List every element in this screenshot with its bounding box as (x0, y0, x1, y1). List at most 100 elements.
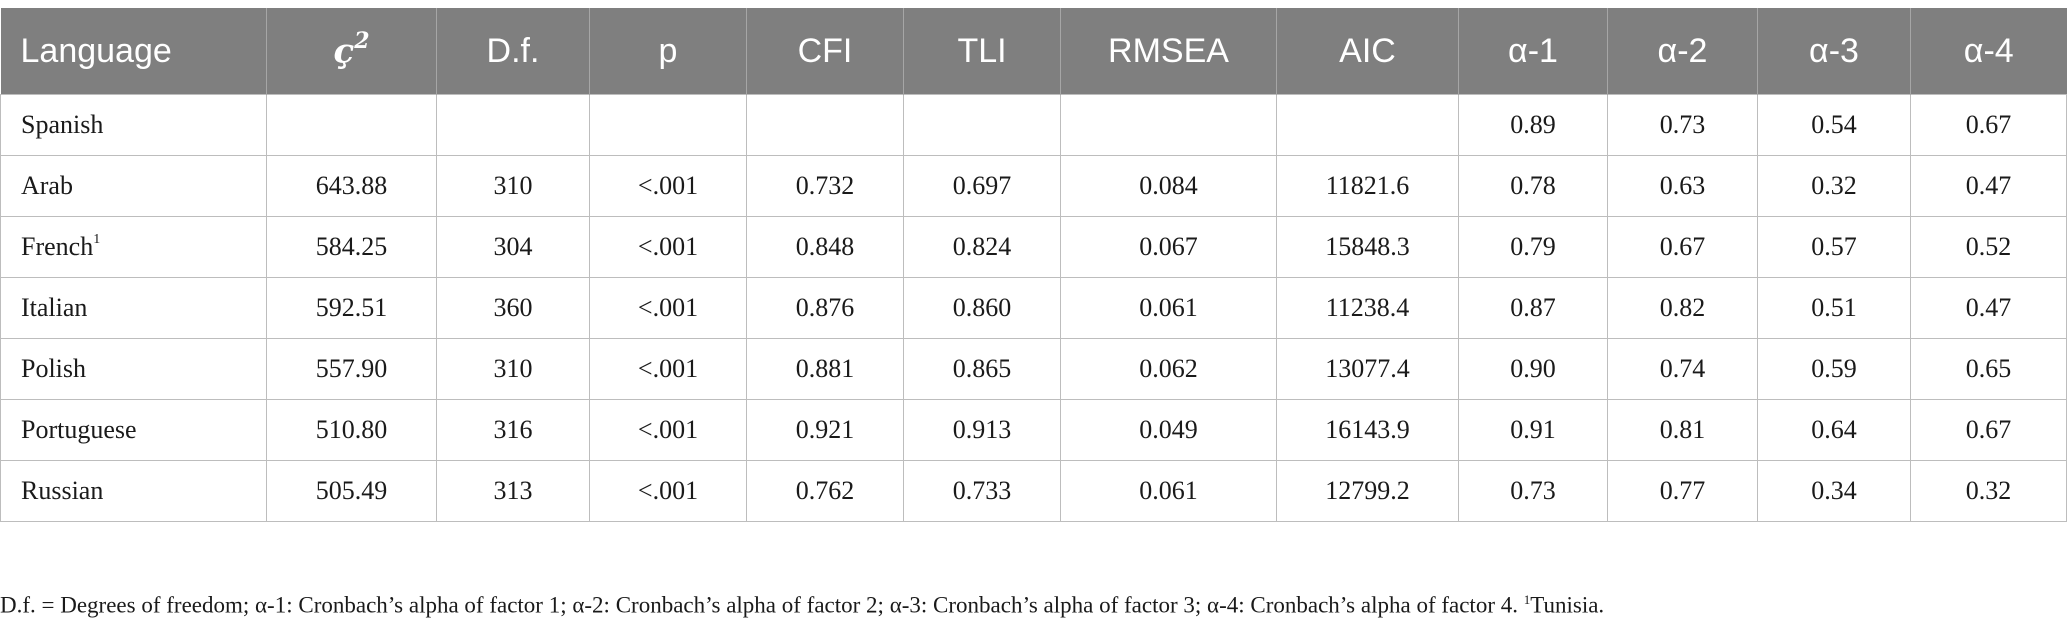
value-cell: 0.865 (903, 338, 1061, 400)
value-cell (1060, 94, 1277, 156)
value-cell: 0.77 (1607, 460, 1758, 522)
table-row: Polish 557.90 310 <.001 0.881 0.865 0.062 13077… (0, 338, 2067, 400)
table-header: Language ç2 D.f. p CFI TLI RMSEA AIC α-1… (0, 8, 2067, 95)
value-cell: 310 (436, 155, 590, 217)
header-alpha-3: α-3 (1757, 8, 1911, 95)
language-cell: Russian (0, 460, 267, 522)
value-cell: 0.65 (1910, 338, 2067, 400)
value-cell: 0.54 (1757, 94, 1911, 156)
results-table-container: Language ç2 D.f. p CFI TLI RMSEA AIC α-1… (0, 8, 2067, 522)
language-name: Spanish (21, 110, 104, 139)
header-df: D.f. (436, 8, 590, 95)
language-name: Italian (21, 293, 88, 322)
value-cell: 313 (436, 460, 590, 522)
value-cell: 592.51 (266, 277, 437, 339)
value-cell: 0.913 (903, 399, 1061, 461)
value-cell: 0.061 (1060, 460, 1277, 522)
value-cell (589, 94, 747, 156)
value-cell (903, 94, 1061, 156)
value-cell: 0.32 (1910, 460, 2067, 522)
value-cell: 510.80 (266, 399, 437, 461)
value-cell: 0.697 (903, 155, 1061, 217)
value-cell: 505.49 (266, 460, 437, 522)
value-cell: 0.82 (1607, 277, 1758, 339)
value-cell: 0.90 (1458, 338, 1608, 400)
value-cell: 0.74 (1607, 338, 1758, 400)
value-cell (266, 94, 437, 156)
language-name: Arab (21, 171, 73, 200)
value-cell: 643.88 (266, 155, 437, 217)
value-cell: 15848.3 (1276, 216, 1459, 278)
value-cell: 0.73 (1458, 460, 1608, 522)
value-cell: 0.67 (1910, 399, 2067, 461)
value-cell: <.001 (589, 338, 747, 400)
table-row: Spanish 0.89 0.73 0.54 0.67 (0, 94, 2067, 156)
table-row: Italian 592.51 360 <.001 0.876 0.860 0.061 1123… (0, 277, 2067, 339)
value-cell: 0.91 (1458, 399, 1608, 461)
header-row: Language ç2 D.f. p CFI TLI RMSEA AIC α-1… (0, 8, 2067, 95)
header-aic: AIC (1276, 8, 1459, 95)
value-cell: 0.049 (1060, 399, 1277, 461)
value-cell: 584.25 (266, 216, 437, 278)
footnote-marker: 1 (1523, 592, 1531, 607)
value-cell: 11238.4 (1276, 277, 1459, 339)
value-cell (436, 94, 590, 156)
value-cell: 0.34 (1757, 460, 1911, 522)
value-cell: 0.732 (746, 155, 904, 217)
header-chi-square: ç2 (266, 8, 437, 95)
table-body: Spanish 0.89 0.73 0.54 0.67 Arab 643.88 310 <.00… (0, 94, 2067, 522)
value-cell: 0.32 (1757, 155, 1911, 217)
chi-superscript: 2 (354, 28, 370, 55)
language-name: Portuguese (21, 415, 137, 444)
value-cell: 0.47 (1910, 277, 2067, 339)
header-alpha-1: α-1 (1458, 8, 1608, 95)
header-p: p (589, 8, 747, 95)
value-cell: 0.062 (1060, 338, 1277, 400)
table-row: Portuguese 510.80 316 <.001 0.921 0.913 0.049 1… (0, 399, 2067, 461)
value-cell: 0.67 (1910, 94, 2067, 156)
language-name: French (21, 232, 94, 261)
value-cell: 0.762 (746, 460, 904, 522)
value-cell: 0.64 (1757, 399, 1911, 461)
header-cfi: CFI (746, 8, 904, 95)
value-cell: 0.084 (1060, 155, 1277, 217)
value-cell: <.001 (589, 460, 747, 522)
value-cell: 0.061 (1060, 277, 1277, 339)
value-cell: 0.733 (903, 460, 1061, 522)
value-cell: <.001 (589, 277, 747, 339)
value-cell: 0.067 (1060, 216, 1277, 278)
value-cell: 0.79 (1458, 216, 1608, 278)
value-cell: 13077.4 (1276, 338, 1459, 400)
language-cell: French1 (0, 216, 267, 278)
value-cell: <.001 (589, 216, 747, 278)
value-cell: 0.89 (1458, 94, 1608, 156)
value-cell: 316 (436, 399, 590, 461)
header-rmsea: RMSEA (1060, 8, 1277, 95)
value-cell: 0.51 (1757, 277, 1911, 339)
language-cell: Portuguese (0, 399, 267, 461)
value-cell (1276, 94, 1459, 156)
value-cell: 0.59 (1757, 338, 1911, 400)
value-cell: 0.87 (1458, 277, 1608, 339)
value-cell: 0.47 (1910, 155, 2067, 217)
table-row: French1 584.25 304 <.001 0.848 0.824 0.067 1584… (0, 216, 2067, 278)
value-cell: <.001 (589, 155, 747, 217)
value-cell: 557.90 (266, 338, 437, 400)
header-language: Language (0, 8, 267, 95)
value-cell: 360 (436, 277, 590, 339)
header-tli: TLI (903, 8, 1061, 95)
footnote-definition: Tunisia. (1530, 592, 1605, 618)
language-cell: Arab (0, 155, 267, 217)
value-cell: 0.824 (903, 216, 1061, 278)
value-cell: 0.848 (746, 216, 904, 278)
language-cell: Spanish (0, 94, 267, 156)
value-cell: 310 (436, 338, 590, 400)
value-cell: <.001 (589, 399, 747, 461)
value-cell: 0.63 (1607, 155, 1758, 217)
value-cell: 0.876 (746, 277, 904, 339)
fit-indices-table: Language ç2 D.f. p CFI TLI RMSEA AIC α-1… (0, 8, 2067, 522)
value-cell (746, 94, 904, 156)
footnote-text: D.f. = Degrees of freedom; α-1: Cronbach… (0, 592, 1524, 618)
table-row: Arab 643.88 310 <.001 0.732 0.697 0.084 11821.6… (0, 155, 2067, 217)
value-cell: 0.881 (746, 338, 904, 400)
